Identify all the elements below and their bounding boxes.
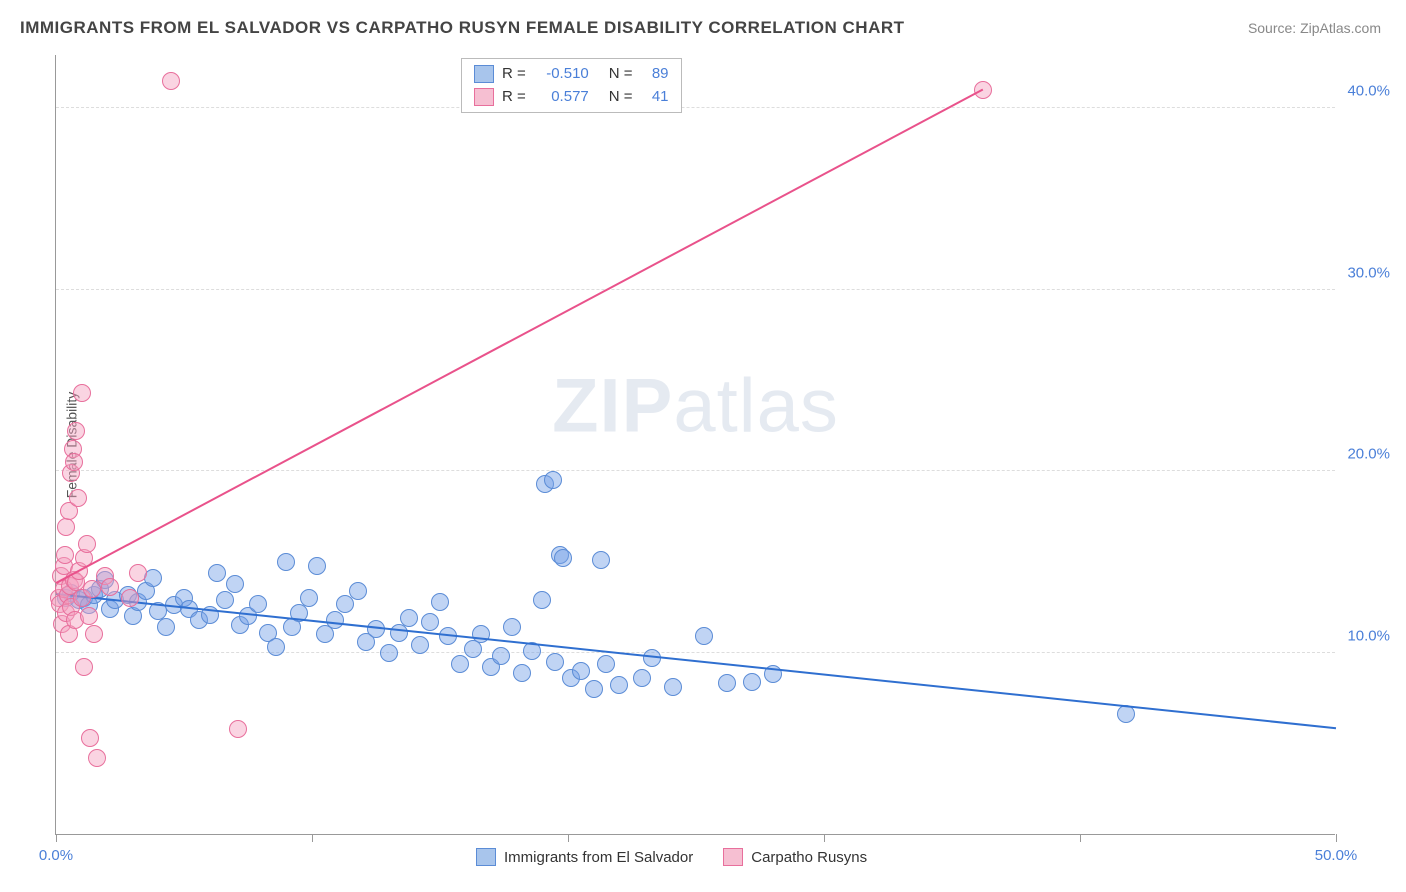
legend-correlation: R = -0.510 N = 89 R = 0.577 N = 41 <box>461 58 682 113</box>
scatter-point <box>743 673 761 691</box>
x-tick-label: 0.0% <box>39 847 73 864</box>
scatter-point <box>492 647 510 665</box>
watermark-bold: ZIP <box>552 363 673 448</box>
plot-area: Female Disability ZIPatlas R =-0.510N =8… <box>55 55 1335 835</box>
scatter-point <box>349 582 367 600</box>
scatter-point <box>431 593 449 611</box>
watermark-rest: atlas <box>673 363 839 448</box>
scatter-point <box>67 422 85 440</box>
legend-row: R = -0.510 N = 89 <box>474 63 669 86</box>
scatter-point <box>81 729 99 747</box>
scatter-point <box>411 636 429 654</box>
scatter-point <box>80 607 98 625</box>
scatter-point <box>633 669 651 687</box>
x-tick <box>824 834 825 842</box>
scatter-point <box>592 551 610 569</box>
y-tick-label: 20.0% <box>1347 446 1390 463</box>
y-tick-label: 40.0% <box>1347 83 1390 100</box>
legend-n-value: 89 <box>641 63 669 86</box>
x-tick <box>568 834 569 842</box>
scatter-point <box>380 644 398 662</box>
scatter-point <box>208 564 226 582</box>
scatter-point <box>56 546 74 564</box>
legend-r-value: 0.577 <box>534 86 589 109</box>
scatter-point <box>546 653 564 671</box>
x-tick <box>1336 834 1337 842</box>
legend-item: Immigrants from El Salvador <box>476 848 693 866</box>
legend-item: Carpatho Rusyns <box>723 848 867 866</box>
legend-swatch <box>476 848 496 866</box>
trend-line <box>56 593 1336 729</box>
scatter-point <box>472 625 490 643</box>
scatter-point <box>157 618 175 636</box>
scatter-point <box>78 535 96 553</box>
scatter-point <box>88 749 106 767</box>
scatter-point <box>610 676 628 694</box>
scatter-point <box>554 549 572 567</box>
scatter-point <box>308 557 326 575</box>
scatter-point <box>162 72 180 90</box>
scatter-point <box>69 489 87 507</box>
scatter-point <box>229 720 247 738</box>
gridline <box>56 470 1335 471</box>
legend-swatch <box>474 88 494 106</box>
scatter-point <box>572 662 590 680</box>
legend-label: Immigrants from El Salvador <box>504 849 693 866</box>
legend-r-label: R = <box>502 86 526 109</box>
x-tick-label: 50.0% <box>1315 847 1358 864</box>
scatter-point <box>421 613 439 631</box>
x-tick <box>312 834 313 842</box>
scatter-point <box>597 655 615 673</box>
x-tick <box>1080 834 1081 842</box>
legend-r-value: -0.510 <box>534 63 589 86</box>
scatter-point <box>129 564 147 582</box>
gridline <box>56 289 1335 290</box>
scatter-point <box>65 453 83 471</box>
legend-r-label: R = <box>502 63 526 86</box>
scatter-point <box>101 578 119 596</box>
scatter-point <box>513 664 531 682</box>
watermark: ZIPatlas <box>552 362 839 449</box>
scatter-point <box>73 384 91 402</box>
scatter-point <box>585 680 603 698</box>
scatter-point <box>75 658 93 676</box>
scatter-point <box>326 611 344 629</box>
scatter-point <box>85 625 103 643</box>
legend-n-value: 41 <box>641 86 669 109</box>
scatter-point <box>400 609 418 627</box>
legend-n-label: N = <box>609 86 633 109</box>
gridline <box>56 107 1335 108</box>
scatter-point <box>533 591 551 609</box>
legend-row: R = 0.577 N = 41 <box>474 86 669 109</box>
legend-label: Carpatho Rusyns <box>751 849 867 866</box>
scatter-point <box>226 575 244 593</box>
x-tick <box>56 834 57 842</box>
scatter-point <box>503 618 521 636</box>
scatter-point <box>695 627 713 645</box>
legend-swatch <box>474 65 494 83</box>
scatter-point <box>277 553 295 571</box>
y-tick-label: 30.0% <box>1347 264 1390 281</box>
legend-swatch <box>723 848 743 866</box>
scatter-point <box>144 569 162 587</box>
y-tick-label: 10.0% <box>1347 627 1390 644</box>
source-attribution: Source: ZipAtlas.com <box>1248 20 1381 36</box>
scatter-point <box>718 674 736 692</box>
trend-line <box>56 88 984 583</box>
scatter-point <box>300 589 318 607</box>
scatter-point <box>57 518 75 536</box>
legend-series: Immigrants from El Salvador Carpatho Rusy… <box>476 848 867 866</box>
chart-title: IMMIGRANTS FROM EL SALVADOR VS CARPATHO … <box>20 18 905 38</box>
scatter-point <box>216 591 234 609</box>
gridline <box>56 652 1335 653</box>
scatter-point <box>451 655 469 673</box>
scatter-point <box>544 471 562 489</box>
scatter-point <box>121 589 139 607</box>
legend-n-label: N = <box>609 63 633 86</box>
scatter-point <box>664 678 682 696</box>
scatter-point <box>249 595 267 613</box>
scatter-point <box>267 638 285 656</box>
